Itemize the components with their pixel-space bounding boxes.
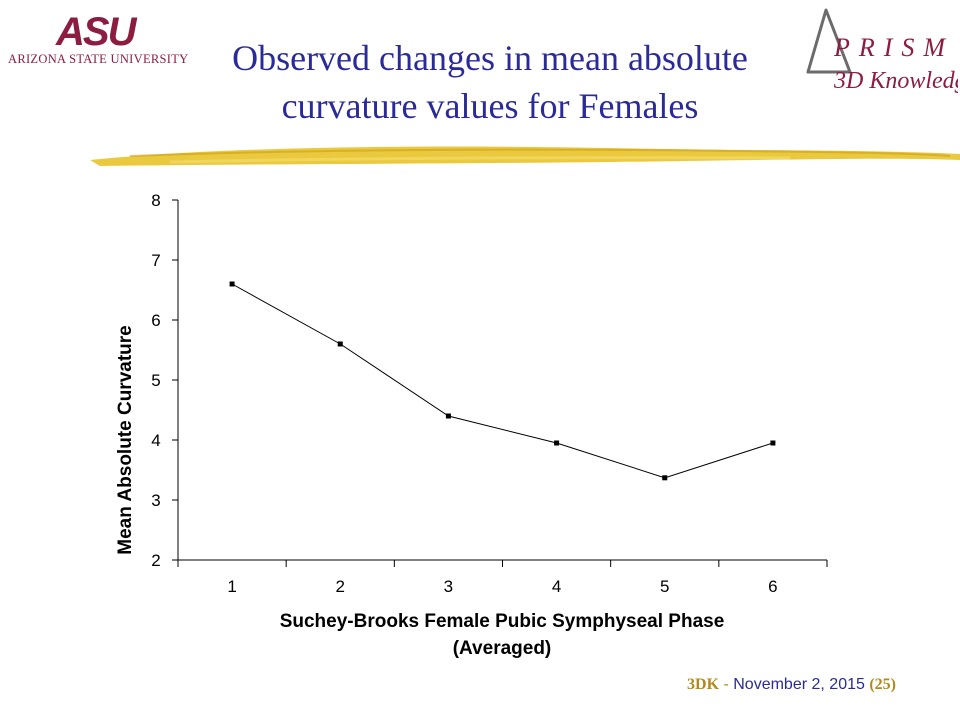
prism-tagline: 3D Knowledge bbox=[833, 68, 958, 94]
data-point bbox=[662, 475, 668, 481]
x-axis-label-line-1: Suchey-Brooks Female Pubic Symphyseal Ph… bbox=[280, 611, 725, 632]
data-point bbox=[445, 413, 451, 419]
x-tick-label: 6 bbox=[768, 577, 777, 596]
line-chart: 2 3 4 5 6 7 8 1 2 3 4 5 6 Mean Absolute Curvature S… bbox=[115, 191, 828, 659]
prism-triangle-icon bbox=[806, 8, 852, 74]
x-tick-label: 4 bbox=[552, 577, 561, 596]
x-axis: 1 2 3 4 5 6 bbox=[177, 559, 828, 596]
y-tick-label: 5 bbox=[151, 371, 160, 390]
y-tick-label: 6 bbox=[151, 311, 160, 330]
x-axis-label-line-2: (Averaged) bbox=[453, 638, 552, 659]
slide-footer: 3DK - November 2, 2015 (25) bbox=[687, 676, 896, 694]
prism-logo: PRISM 3D Knowledge bbox=[806, 8, 958, 94]
y-tick-label: 4 bbox=[151, 431, 160, 450]
footer-date: November 2, 2015 bbox=[733, 676, 865, 693]
asu-logo-name: ARIZONA STATE UNIVERSITY bbox=[8, 52, 189, 66]
slide-title-line-1: Observed changes in mean absolute bbox=[232, 38, 748, 78]
x-tick-label: 1 bbox=[227, 577, 236, 596]
footer-brand: 3DK bbox=[687, 676, 720, 693]
y-axis: 2 3 4 5 6 7 8 bbox=[151, 191, 179, 570]
y-tick-label: 3 bbox=[151, 491, 160, 510]
y-tick-label: 7 bbox=[151, 251, 160, 270]
series-line bbox=[231, 283, 774, 479]
asu-logo: ASU ARIZONA STATE UNIVERSITY bbox=[6, 8, 188, 72]
data-point bbox=[337, 341, 343, 347]
x-tick-label: 3 bbox=[444, 577, 453, 596]
y-tick-label: 8 bbox=[151, 191, 160, 210]
footer-separator: - bbox=[719, 676, 734, 693]
title-underline-swoosh bbox=[90, 146, 960, 166]
x-tick-label: 2 bbox=[336, 577, 345, 596]
x-tick-label: 5 bbox=[660, 577, 669, 596]
prism-word: PRISM bbox=[833, 33, 954, 62]
slide-title-line-2: curvature values for Females bbox=[281, 86, 699, 126]
y-tick-label: 2 bbox=[151, 551, 160, 570]
asu-logo-mark: ASU bbox=[56, 10, 136, 54]
series bbox=[229, 281, 776, 481]
data-point bbox=[554, 440, 560, 446]
data-point bbox=[229, 281, 235, 287]
data-point bbox=[770, 440, 776, 446]
slide-title: Observed changes in mean absolute curvat… bbox=[160, 34, 820, 130]
y-axis-label: Mean Absolute Curvature bbox=[115, 325, 136, 554]
footer-page-number: (25) bbox=[869, 676, 896, 693]
